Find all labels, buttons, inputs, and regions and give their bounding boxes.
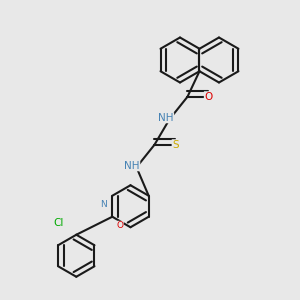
Text: O: O <box>204 92 213 102</box>
Text: O: O <box>116 221 123 230</box>
Text: Cl: Cl <box>53 218 64 228</box>
Text: N: N <box>100 200 107 209</box>
Text: NH: NH <box>158 113 174 123</box>
Text: NH: NH <box>124 161 140 171</box>
Text: S: S <box>172 140 179 150</box>
